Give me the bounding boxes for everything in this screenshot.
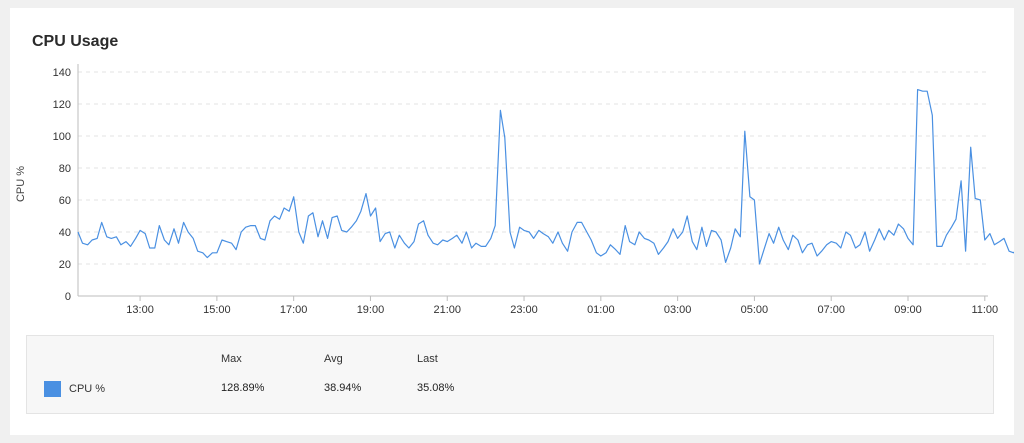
cpu-usage-panel: CPU Usage 0 20 40 60 80 100 120 140 13:00 15:00 17…: [10, 8, 1014, 435]
legend-series-name[interactable]: CPU %: [69, 383, 106, 395]
y-tick-label: 20: [59, 259, 71, 271]
y-tick-label: 0: [65, 291, 71, 303]
legend-avg-value: 38.94%: [324, 382, 362, 394]
series-color-swatch[interactable]: [44, 381, 61, 397]
x-tick-label: 17:00: [280, 304, 308, 316]
x-tick-label: 15:00: [203, 304, 231, 316]
legend-header-last: Last: [417, 353, 438, 365]
y-tick-label: 80: [59, 163, 71, 175]
y-axis-label: CPU %: [15, 166, 27, 202]
cpu-usage-chart[interactable]: 0 20 40 60 80 100 120 140 13:00 15:00 17:00 19:00 21…: [10, 8, 1014, 328]
y-tick-label: 60: [59, 195, 71, 207]
legend-header-avg: Avg: [324, 353, 343, 365]
y-tick-label: 140: [53, 67, 71, 79]
legend-max-value: 128.89%: [221, 382, 265, 394]
x-tick-label: 21:00: [433, 304, 461, 316]
y-tick-label: 40: [59, 227, 71, 239]
legend-header-max: Max: [221, 353, 242, 365]
x-tick-label: 23:00: [510, 304, 538, 316]
legend-last-value: 35.08%: [417, 382, 455, 394]
x-tick-label: 11:00: [971, 304, 998, 316]
x-tick-label: 19:00: [357, 304, 385, 316]
panel-title: CPU Usage: [32, 33, 119, 50]
legend-table: Max Avg Last CPU % 128.89% 38.94% 35.08%: [26, 335, 994, 414]
x-tick-label: 13:00: [126, 304, 154, 316]
y-tick-label: 120: [53, 99, 71, 111]
x-tick-label: 07:00: [817, 304, 845, 316]
x-tick-label: 05:00: [741, 304, 769, 316]
x-tick-label: 01:00: [587, 304, 615, 316]
series-line-cpu: [77, 88, 1014, 265]
x-tick-label: 09:00: [894, 304, 922, 316]
y-tick-label: 100: [53, 131, 71, 143]
x-tick-label: 03:00: [664, 304, 692, 316]
